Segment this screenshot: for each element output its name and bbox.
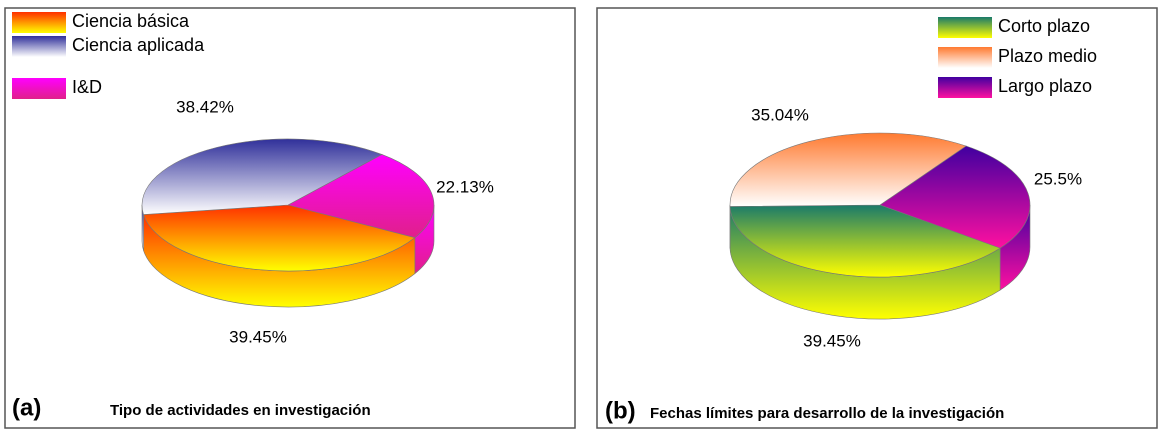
chart-title: Fechas límites para desarrollo de la inv…	[650, 405, 1004, 422]
legend-label: Corto plazo	[998, 16, 1090, 36]
data-label: 25.5%	[1034, 169, 1082, 188]
legend-swatch	[938, 77, 992, 98]
slice	[287, 154, 435, 238]
slice	[143, 204, 416, 272]
legend-swatch	[938, 47, 992, 68]
legend-swatch	[12, 36, 66, 57]
legend-label: Plazo medio	[998, 46, 1097, 66]
data-label: 22.13%	[436, 177, 494, 196]
legend-label: Ciencia básica	[72, 11, 190, 31]
legend-label: I&D	[72, 77, 102, 97]
legend-swatch	[938, 17, 992, 38]
data-label: 39.45%	[229, 327, 287, 346]
data-label: 38.42%	[176, 97, 234, 116]
data-label: 39.45%	[803, 331, 861, 350]
legend-label: Largo plazo	[998, 76, 1092, 96]
legend-swatch	[12, 12, 66, 33]
slice	[729, 204, 1001, 278]
chart-title: Tipo de actividades en investigación	[110, 402, 371, 419]
slice	[729, 132, 967, 207]
legend-label: Ciencia aplicada	[72, 35, 205, 55]
slice	[141, 138, 383, 215]
data-label: 35.04%	[751, 105, 809, 124]
panel-label: (a)	[12, 394, 41, 421]
slice	[879, 145, 1031, 249]
panel-label: (b)	[605, 397, 636, 424]
legend-swatch	[12, 78, 66, 99]
